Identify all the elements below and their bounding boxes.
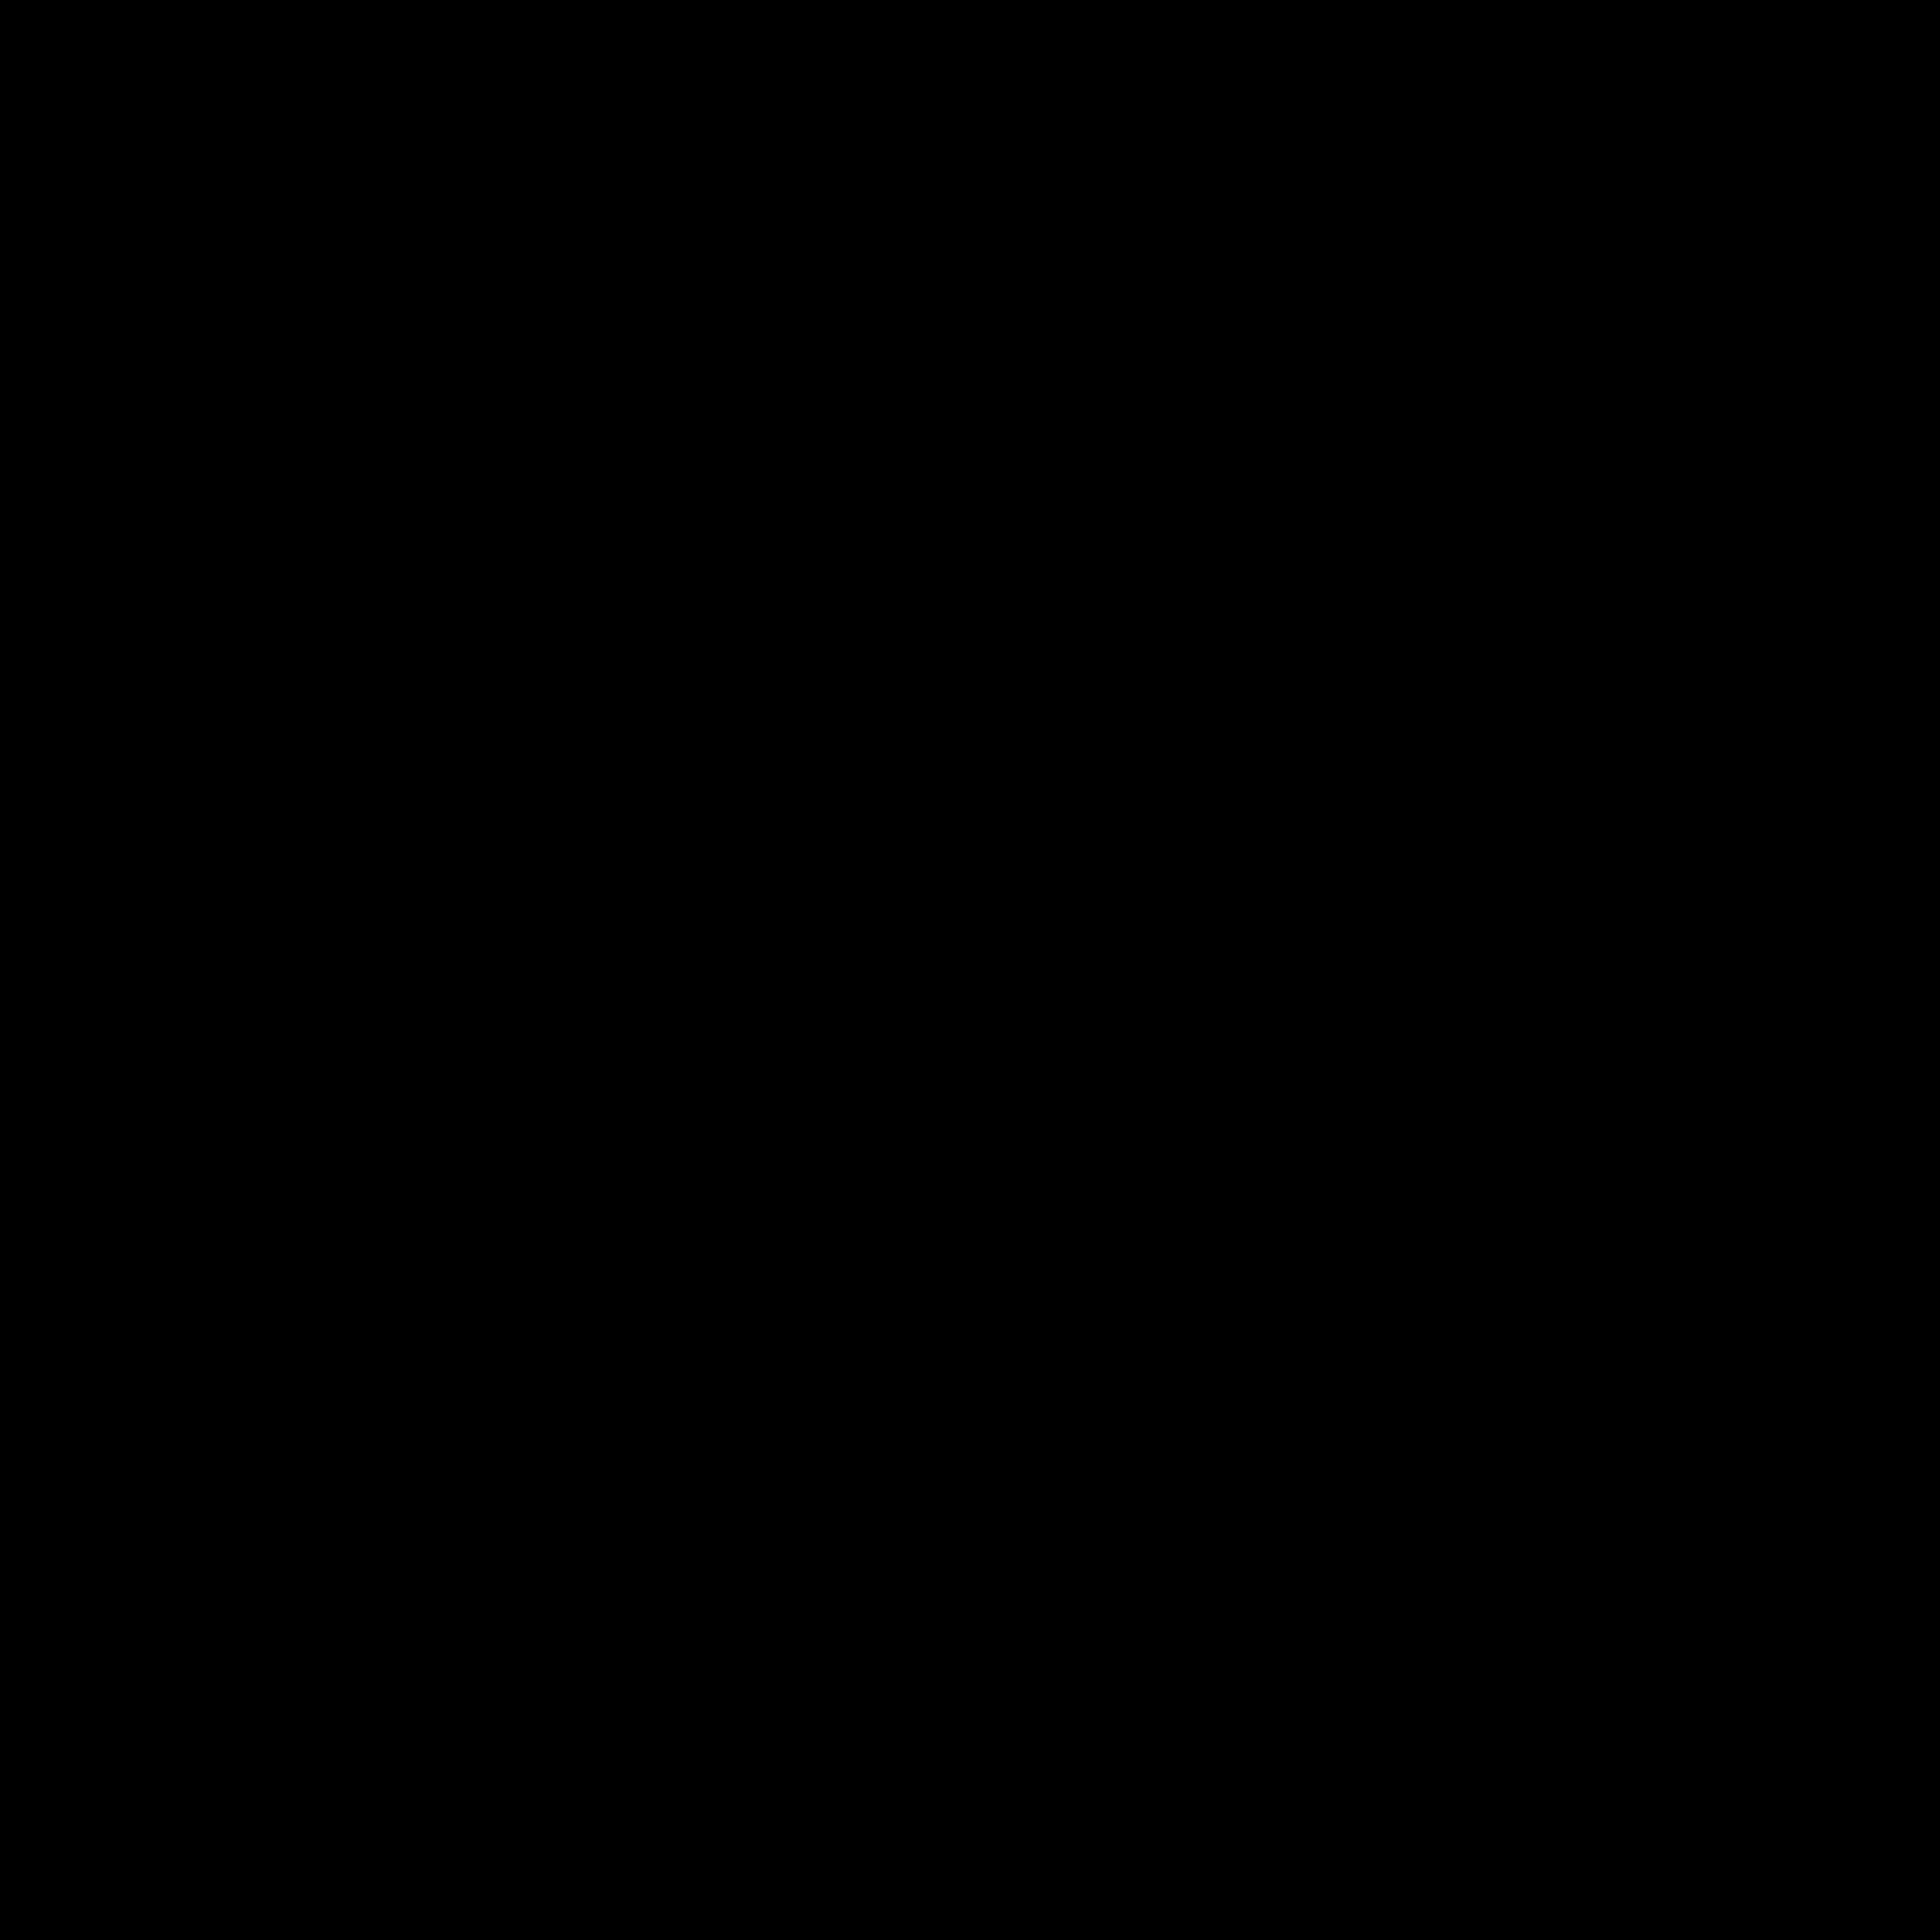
cloud-background xyxy=(0,0,1932,1932)
word-cloud xyxy=(0,0,1932,1932)
